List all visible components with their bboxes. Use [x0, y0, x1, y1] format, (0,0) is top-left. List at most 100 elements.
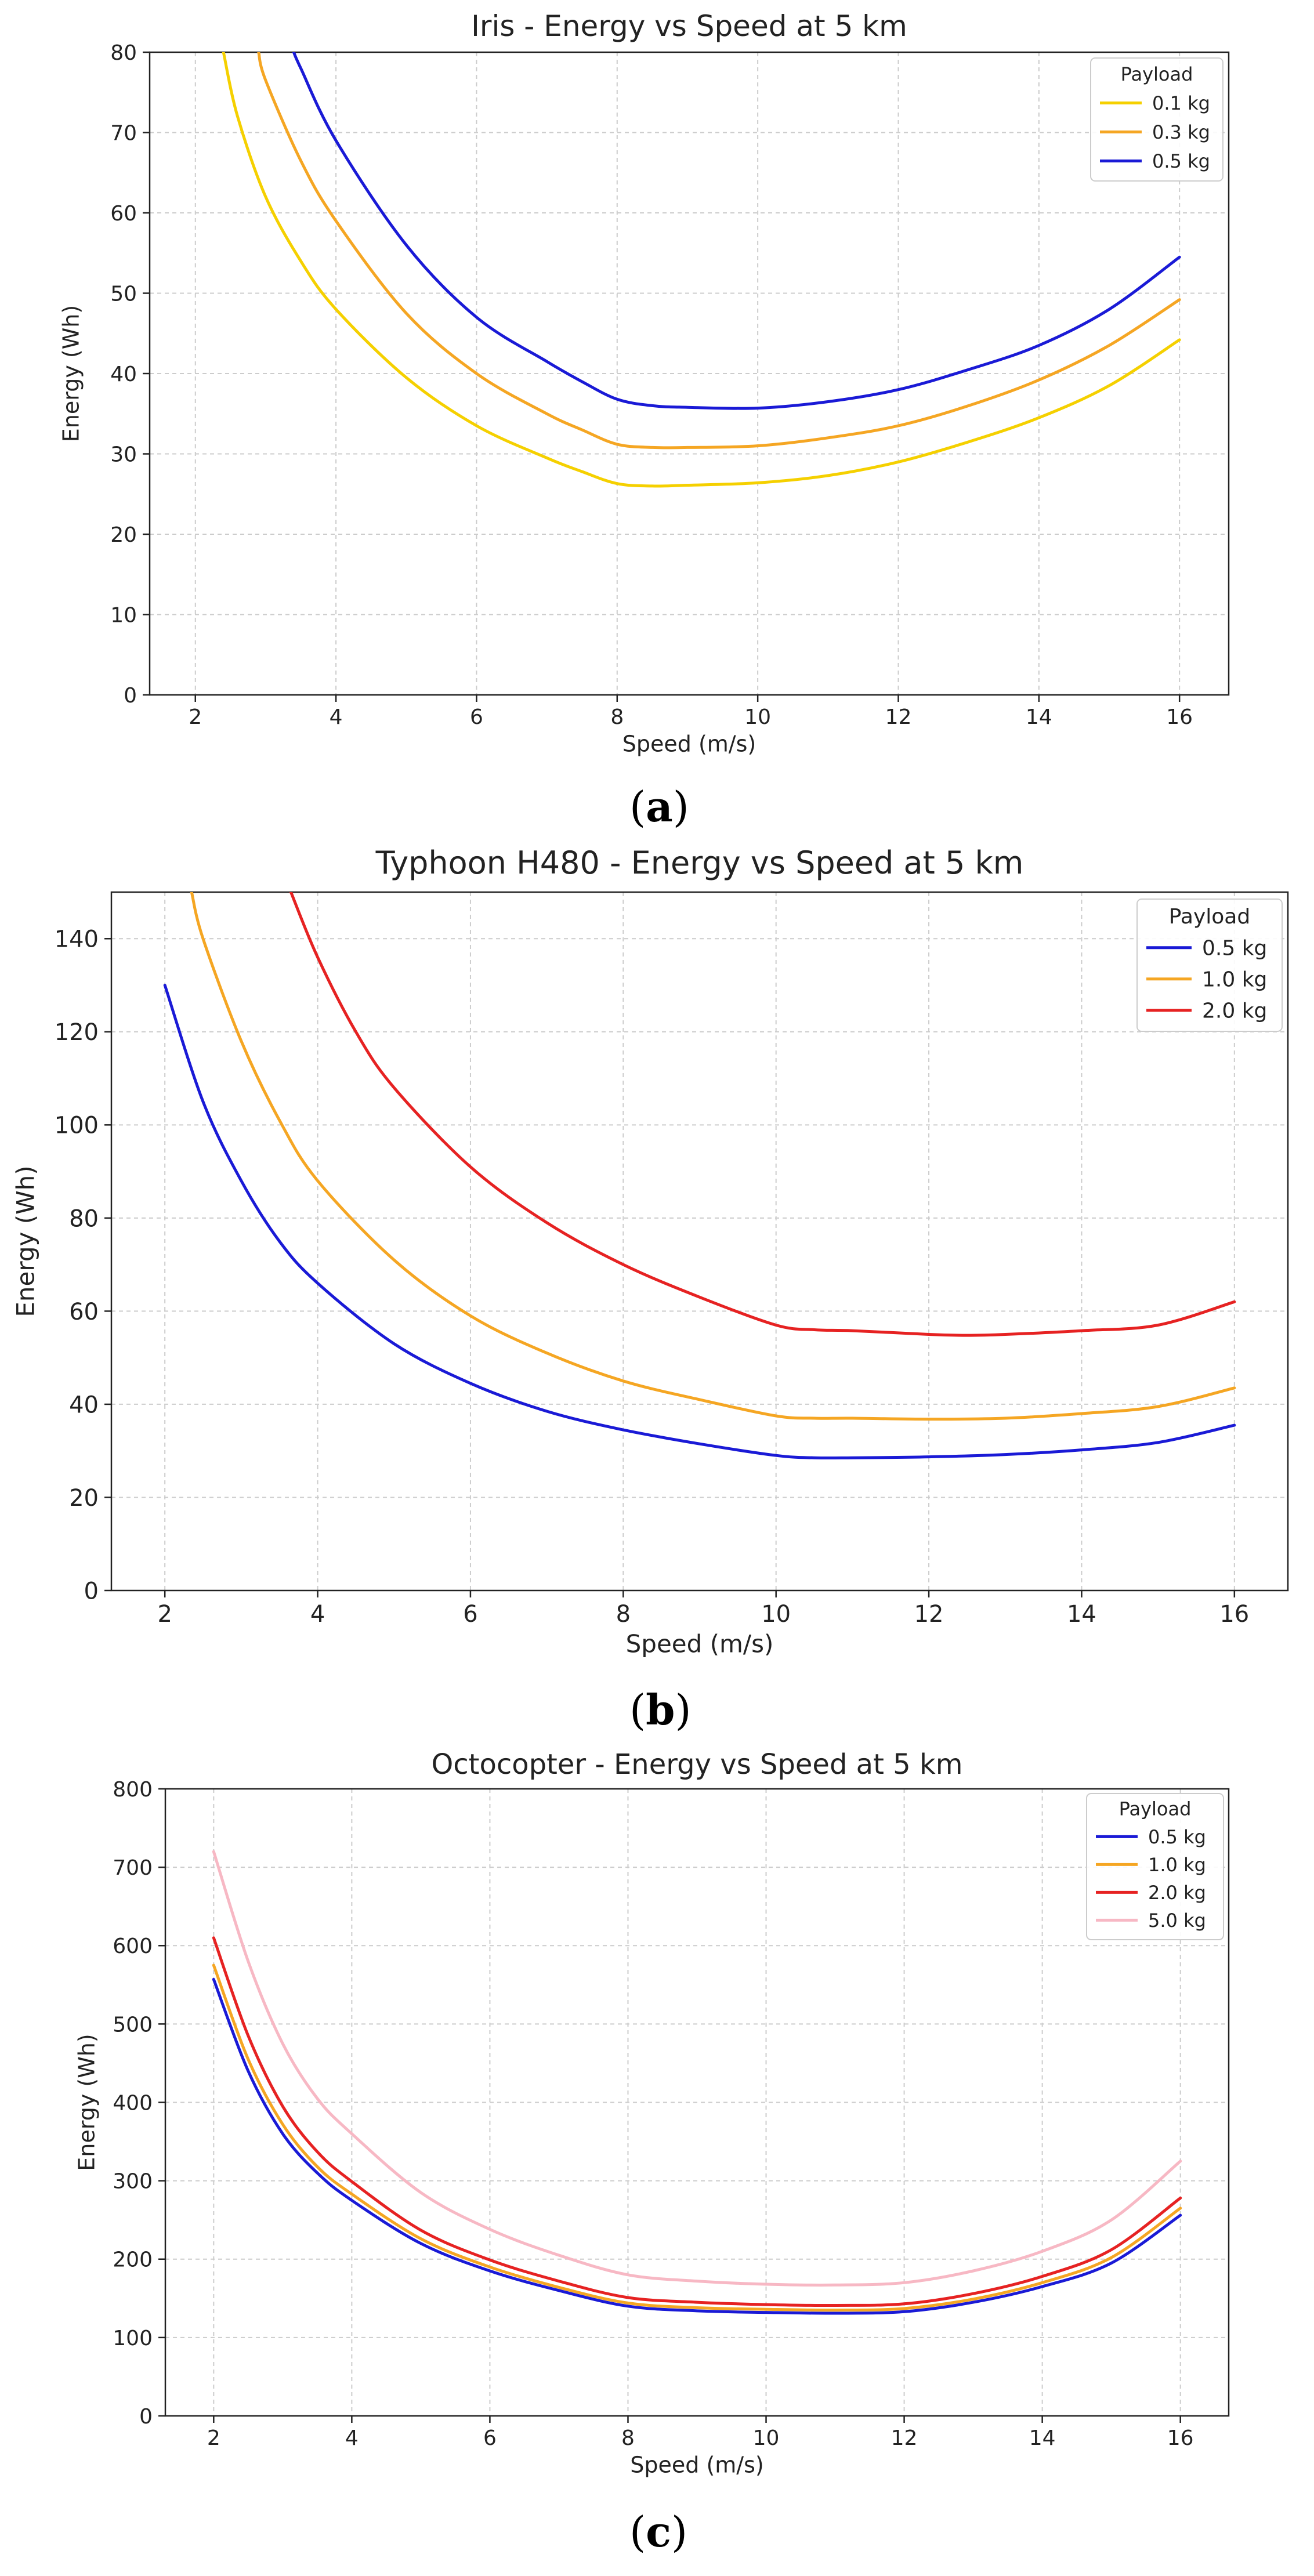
legend-entry: 1.0 kg	[1202, 968, 1267, 992]
series-line-1.0-kg	[212, 1963, 1182, 2312]
y-tick-label: 20	[69, 1485, 99, 1512]
legend-title: Payload	[1121, 63, 1193, 85]
x-tick-label: 6	[470, 705, 483, 729]
series-line-0.1-kg	[222, 52, 1181, 488]
x-tick-label: 14	[1067, 1601, 1096, 1628]
y-tick-label: 100	[55, 1113, 99, 1139]
y-tick-label: 500	[113, 2013, 153, 2037]
x-tick-label: 10	[753, 2426, 780, 2450]
y-tick-label: 30	[110, 443, 137, 466]
y-axis-label: Energy (Wh)	[59, 305, 84, 442]
y-tick-label: 400	[113, 2091, 153, 2115]
series-line-2.0-kg	[212, 1936, 1182, 2307]
y-tick-label: 700	[113, 1856, 153, 1880]
legend-title: Payload	[1169, 905, 1250, 929]
x-tick-label: 10	[744, 705, 771, 729]
x-tick-label: 12	[885, 705, 912, 729]
y-tick-label: 0	[84, 1578, 99, 1604]
chart-title: Iris - Energy vs Speed at 5 km	[471, 9, 907, 43]
legend: Payload 0.1 kg 0.3 kg 0.5 kg	[1090, 57, 1223, 182]
legend-box	[1086, 1793, 1224, 1940]
y-tick-label: 60	[110, 202, 137, 226]
chart-2: 2 4 6 8 10 12 14 16 0 100 200 300 400 500 600 700 800 Oct…	[74, 1748, 1230, 2477]
x-axis-label: Speed (m/s)	[626, 1630, 774, 1658]
y-tick-label: 40	[69, 1392, 99, 1418]
y-tick-label: 80	[69, 1205, 99, 1232]
series-line-0.5-kg	[212, 1977, 1182, 2315]
chart-title: Typhoon H480 - Energy vs Speed at 5 km	[375, 845, 1024, 881]
series-line-0.3-kg	[257, 52, 1181, 450]
y-tick-label: 120	[55, 1019, 99, 1046]
panel-label-a: (a)	[629, 782, 689, 831]
legend-entry: 2.0 kg	[1148, 1882, 1206, 1904]
y-tick-label: 140	[55, 926, 99, 953]
y-tick-label: 10	[110, 603, 137, 627]
plot-frame	[110, 891, 1289, 1592]
x-tick-label: 12	[891, 2426, 918, 2450]
y-tick-label: 50	[110, 282, 137, 306]
x-tick-label: 2	[189, 705, 202, 729]
y-tick-label: 80	[110, 41, 137, 65]
x-tick-label: 2	[207, 2426, 220, 2450]
legend-entry: 0.5 kg	[1152, 150, 1210, 172]
x-tick-label: 4	[345, 2426, 359, 2450]
series-line-0.5-kg	[292, 52, 1181, 410]
legend-entry: 0.1 kg	[1152, 92, 1210, 114]
x-tick-label: 8	[621, 2426, 635, 2450]
x-tick-label: 16	[1166, 705, 1193, 729]
legend-entry: 5.0 kg	[1148, 1910, 1206, 1932]
x-tick-label: 2	[157, 1601, 172, 1628]
y-tick-label: 100	[113, 2327, 153, 2350]
y-tick-label: 200	[113, 2248, 153, 2272]
chart-0: 2 4 6 8 10 12 14 16 0 10 20 30 40 50 60 70 80 Iris - Ener…	[59, 9, 1230, 756]
y-tick-label: 800	[113, 1778, 153, 1802]
x-tick-label: 6	[463, 1601, 477, 1628]
chart-title: Octocopter - Energy vs Speed at 5 km	[431, 1748, 962, 1781]
y-axis-label: Energy (Wh)	[12, 1165, 40, 1317]
series-group	[222, 52, 1181, 488]
x-tick-label: 8	[616, 1601, 631, 1628]
x-tick-label: 8	[610, 705, 624, 729]
chart-1: 2 4 6 8 10 12 14 16 0 20 40 60 80 100 120 140 Typhoon H4…	[12, 845, 1289, 1658]
series-group	[212, 1850, 1182, 2315]
x-axis-label: Speed (m/s)	[630, 2452, 763, 2477]
panel-label-b: (b)	[629, 1685, 692, 1734]
legend-box	[1136, 898, 1283, 1032]
series-line-1.0-kg	[190, 892, 1236, 1421]
legend-entry: 0.5 kg	[1202, 937, 1267, 961]
series-line-5.0-kg	[212, 1850, 1182, 2287]
x-tick-label: 16	[1219, 1601, 1249, 1628]
y-tick-label: 600	[113, 1934, 153, 1958]
x-tick-label: 4	[330, 705, 343, 729]
y-tick-label: 300	[113, 2170, 153, 2194]
x-tick-label: 4	[310, 1601, 325, 1628]
y-tick-label: 20	[110, 523, 137, 547]
series-group	[163, 892, 1236, 1460]
x-tick-label: 16	[1167, 2426, 1194, 2450]
y-tick-label: 70	[110, 121, 137, 145]
legend: Payload 0.5 kg 1.0 kg 2.0 kg 5.0 kg	[1086, 1793, 1224, 1940]
legend-entry: 2.0 kg	[1202, 999, 1267, 1023]
y-tick-label: 0	[139, 2405, 153, 2429]
x-tick-label: 14	[1029, 2426, 1056, 2450]
legend: Payload 0.5 kg 1.0 kg 2.0 kg	[1136, 898, 1283, 1032]
legend-entry: 0.3 kg	[1152, 121, 1210, 143]
panel-label-c: (c)	[629, 2507, 688, 2556]
x-tick-label: 10	[761, 1601, 791, 1628]
x-axis-label: Speed (m/s)	[622, 731, 756, 756]
legend-title: Payload	[1119, 1798, 1192, 1820]
x-tick-label: 6	[483, 2426, 497, 2450]
y-tick-label: 0	[124, 684, 137, 708]
legend-entry: 0.5 kg	[1148, 1826, 1206, 1848]
legend-entry: 1.0 kg	[1148, 1854, 1206, 1876]
y-axis-label: Energy (Wh)	[74, 2034, 100, 2171]
y-tick-label: 40	[110, 363, 137, 386]
series-line-2.0-kg	[289, 892, 1236, 1337]
x-tick-label: 12	[914, 1601, 944, 1628]
series-line-0.5-kg	[163, 984, 1236, 1460]
x-tick-label: 14	[1026, 705, 1052, 729]
legend-box	[1090, 57, 1223, 182]
y-tick-label: 60	[69, 1299, 99, 1325]
